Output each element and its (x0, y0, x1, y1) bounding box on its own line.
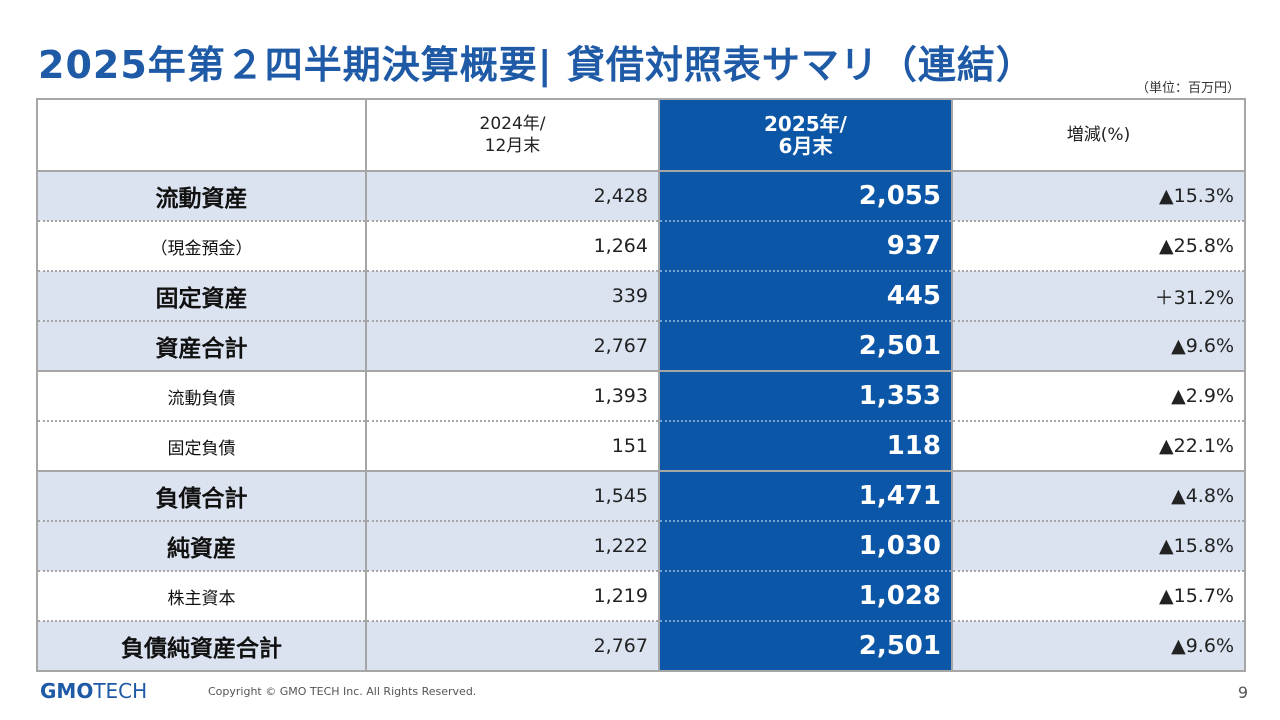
row-prev-value: 151 (365, 421, 660, 472)
row-curr-value: 1,471 (658, 471, 953, 522)
row-change: ▲15.7% (951, 571, 1246, 622)
row-change: ▲15.8% (951, 521, 1246, 572)
row-curr-value: 937 (658, 221, 953, 272)
row-change: ▲4.8% (951, 471, 1246, 522)
table-row: 負債純資産合計 2,767 2,501 ▲9.6% (36, 621, 1246, 672)
row-label: （現金預金） (36, 221, 367, 272)
row-change: ▲9.6% (951, 321, 1246, 372)
row-prev-value: 2,767 (365, 621, 660, 672)
header-curr-line2: 6月末 (778, 134, 833, 158)
table-row: 負債合計 1,545 1,471 ▲4.8% (36, 471, 1246, 522)
header-row: 2024年/ 12月末 2025年/ 6月末 増減(%) (36, 98, 1246, 172)
gmo-tech-logo: GMOTECH (40, 679, 147, 703)
table-row: 純資産 1,222 1,030 ▲15.8% (36, 521, 1246, 572)
row-change: ▲2.9% (951, 371, 1246, 422)
header-curr: 2025年/ 6月末 (658, 98, 953, 172)
page-title: 2025年第２四半期決算概要| 貸借対照表サマリ（連結） (38, 43, 1035, 87)
row-prev-value: 1,264 (365, 221, 660, 272)
row-change: ▲9.6% (951, 621, 1246, 672)
row-label: 流動資産 (36, 171, 367, 222)
header-prev-line1: 2024年/ (479, 114, 546, 134)
header-change: 増減(%) (951, 98, 1246, 172)
row-label: 株主資本 (36, 571, 367, 622)
row-label: 固定資産 (36, 271, 367, 322)
row-label: 負債純資産合計 (36, 621, 367, 672)
row-label: 固定負債 (36, 421, 367, 472)
row-label: 流動負債 (36, 371, 367, 422)
header-label (36, 98, 367, 172)
copyright-text: Copyright © GMO TECH Inc. All Rights Res… (208, 685, 477, 698)
row-curr-value: 1,030 (658, 521, 953, 572)
row-curr-value: 2,501 (658, 621, 953, 672)
row-prev-value: 1,222 (365, 521, 660, 572)
row-label: 純資産 (36, 521, 367, 572)
row-curr-value: 445 (658, 271, 953, 322)
table-row: （現金預金） 1,264 937 ▲25.8% (36, 221, 1246, 272)
logo-gmo-text: GMO (40, 679, 94, 703)
header-curr-line1: 2025年/ (764, 112, 847, 136)
row-label: 資産合計 (36, 321, 367, 372)
table-row: 資産合計 2,767 2,501 ▲9.6% (36, 321, 1246, 372)
row-change: ＋31.2% (951, 271, 1246, 322)
table-row: 流動負債 1,393 1,353 ▲2.9% (36, 371, 1246, 422)
table-row: 株主資本 1,219 1,028 ▲15.7% (36, 571, 1246, 622)
page-number: 9 (1237, 683, 1248, 702)
row-prev-value: 339 (365, 271, 660, 322)
row-curr-value: 1,353 (658, 371, 953, 422)
logo-tech-text: TECH (93, 679, 148, 703)
row-curr-value: 2,501 (658, 321, 953, 372)
row-change: ▲25.8% (951, 221, 1246, 272)
table-row: 流動資産 2,428 2,055 ▲15.3% (36, 171, 1246, 222)
row-curr-value: 2,055 (658, 171, 953, 222)
row-prev-value: 1,393 (365, 371, 660, 422)
balance-sheet-table: 2024年/ 12月末 2025年/ 6月末 増減(%) 流動資産 2,428 … (36, 98, 1246, 672)
row-label: 負債合計 (36, 471, 367, 522)
row-curr-value: 118 (658, 421, 953, 472)
header-prev-line2: 12月末 (484, 136, 541, 156)
row-prev-value: 1,545 (365, 471, 660, 522)
row-change: ▲15.3% (951, 171, 1246, 222)
table-row: 固定負債 151 118 ▲22.1% (36, 421, 1246, 472)
table-row: 固定資産 339 445 ＋31.2% (36, 271, 1246, 322)
row-prev-value: 2,428 (365, 171, 660, 222)
unit-note: （単位：百万円） (1135, 81, 1240, 96)
row-prev-value: 1,219 (365, 571, 660, 622)
header-prev: 2024年/ 12月末 (365, 98, 660, 172)
row-curr-value: 1,028 (658, 571, 953, 622)
row-change: ▲22.1% (951, 421, 1246, 472)
row-prev-value: 2,767 (365, 321, 660, 372)
